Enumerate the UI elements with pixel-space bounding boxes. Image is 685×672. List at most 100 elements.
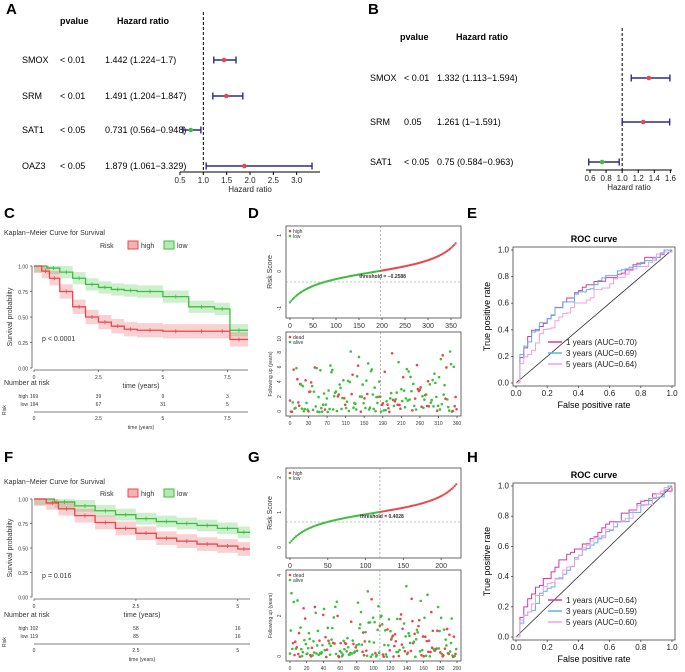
- km-risk-table-low-count: 194: [30, 402, 39, 408]
- forest-gene-label: SRM: [22, 91, 42, 101]
- forest-pvalue: < 0.05: [404, 157, 429, 167]
- km-y-tick-label: 0.25: [18, 341, 28, 347]
- roc-frame: [512, 482, 676, 641]
- followup-point: [297, 652, 300, 656]
- followup-point: [298, 655, 302, 658]
- followup-point: [399, 617, 402, 621]
- followup-point: [375, 653, 379, 657]
- risk-score-point: [296, 534, 299, 537]
- km-risk-table-low-label: low: [20, 402, 28, 408]
- km-legend-label: Risk: [100, 491, 114, 498]
- km-risk-table-high-label: high: [19, 626, 29, 632]
- km-risk-table-tick-label: 5: [162, 416, 165, 422]
- roc-diagonal: [515, 485, 673, 638]
- followup-point: [404, 635, 407, 638]
- roc-x-tick-label: 0.0: [510, 643, 522, 652]
- followup-point: [324, 655, 328, 659]
- forest-x-tick-label: 2.5: [268, 176, 280, 185]
- followup-point: [391, 398, 395, 402]
- followup-point: [364, 406, 367, 410]
- followup-point: [453, 404, 456, 408]
- followup-point: [346, 379, 350, 383]
- km-y-tick-label: 0.75: [18, 290, 28, 296]
- followup-point: [443, 647, 447, 650]
- km-y-tick-label: 0.75: [18, 522, 28, 528]
- followup-point: [406, 651, 410, 654]
- roc-frame: [512, 246, 676, 387]
- followup-x-tick-label: 80: [354, 666, 360, 672]
- followup-point: [308, 390, 312, 393]
- km-x-tick-label: 2.5: [95, 375, 102, 381]
- forest-x-axis-label: Hazard ratio: [607, 183, 651, 192]
- followup-point: [403, 649, 407, 653]
- risk-score-x-tick-label: 150: [398, 563, 410, 570]
- followup-point: [338, 383, 341, 386]
- followup-point: [300, 647, 303, 651]
- forest-x-tick-label: 1.5: [221, 176, 233, 185]
- roc-y-tick-label: 0.2: [498, 352, 510, 361]
- followup-x-tick-label: 40: [321, 666, 327, 672]
- followup-point: [317, 653, 321, 657]
- forest-hr-text: 1.442 (1.224−1.7): [105, 55, 176, 65]
- followup-point: [323, 408, 327, 411]
- roc-y-tick-label: 0.0: [498, 379, 510, 388]
- followup-point: [378, 624, 382, 628]
- followup-point: [445, 644, 448, 647]
- followup-point: [388, 410, 391, 414]
- followup-point: [413, 397, 417, 400]
- roc-curve-3: [516, 486, 673, 638]
- followup-point: [354, 408, 358, 411]
- km-y-tick-label: 0.00: [18, 596, 28, 602]
- followup-point: [340, 651, 343, 654]
- followup-point: [385, 399, 388, 403]
- followup-point: [436, 605, 440, 609]
- followup-point: [307, 409, 310, 413]
- km-risk-table-low-count: 85: [133, 634, 139, 640]
- followup-point: [388, 648, 392, 652]
- km-legend-high-swatch: [127, 488, 139, 498]
- risk-score-x-tick-label: 200: [435, 563, 447, 570]
- forest-point: [223, 93, 229, 99]
- km-x-axis-label: time (years): [123, 383, 160, 390]
- followup-point: [408, 634, 411, 638]
- followup-point: [318, 639, 321, 642]
- forest-pvalue: < 0.01: [60, 55, 85, 65]
- forest-point: [242, 163, 247, 169]
- followup-point: [312, 651, 316, 654]
- followup-x-tick-label: 0: [289, 666, 292, 672]
- risk-score-point: [294, 535, 298, 538]
- followup-point: [392, 404, 396, 408]
- followup-point: [322, 607, 326, 611]
- followup-point: [444, 638, 447, 641]
- followup-point: [371, 653, 374, 656]
- followup-point: [328, 407, 331, 411]
- roc-x-tick-label: 0.4: [573, 389, 585, 398]
- followup-point: [428, 383, 432, 386]
- followup-point: [407, 631, 410, 635]
- followup-point: [401, 627, 404, 631]
- followup-point: [400, 643, 404, 646]
- followup-point: [323, 648, 327, 652]
- followup-point: [359, 410, 363, 414]
- followup-point: [316, 629, 320, 633]
- followup-y-tick-label: 4: [277, 574, 283, 577]
- followup-point: [442, 628, 446, 631]
- followup-point: [396, 650, 400, 654]
- followup-y-label: Following up (years): [268, 593, 274, 638]
- followup-point: [399, 407, 402, 410]
- followup-point: [424, 393, 428, 396]
- followup-point: [419, 385, 422, 389]
- followup-point: [339, 386, 342, 390]
- risk-score-x-tick-label: 0: [288, 323, 292, 330]
- km-risk-table-tick-label: 0: [33, 648, 36, 654]
- followup-point: [350, 392, 353, 396]
- followup-point: [390, 351, 394, 355]
- km-legend-low-text: low: [177, 491, 188, 498]
- forest-x-tick-label: 1.0: [198, 176, 210, 185]
- risk-score-threshold-label: threshold = 0.4028: [360, 514, 404, 520]
- km-y-axis-label: Survival probability: [7, 287, 14, 346]
- followup-point: [445, 627, 449, 631]
- followup-point: [447, 652, 450, 656]
- followup-x-tick-label: 210: [397, 421, 406, 427]
- followup-point: [356, 601, 360, 604]
